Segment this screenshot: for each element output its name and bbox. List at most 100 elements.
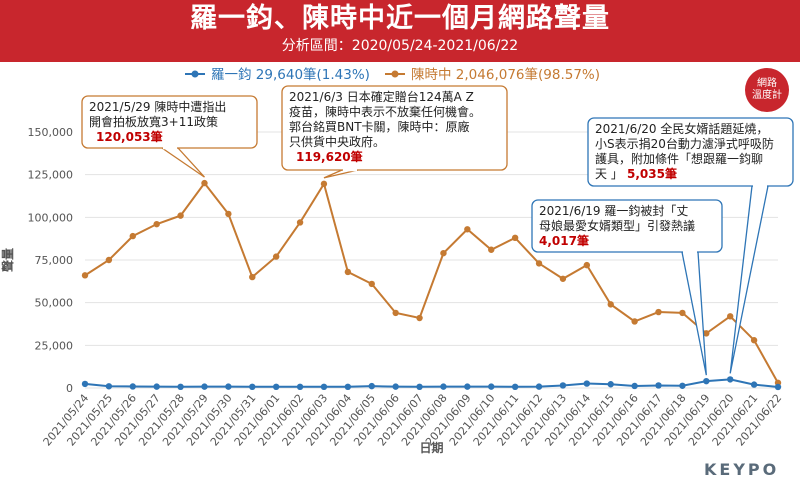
y-tick-label: 100,000 bbox=[28, 211, 74, 224]
chart-title: 羅一鈞、陳時中近一個月網路聲量 bbox=[190, 3, 610, 34]
callout-text: 2021/5/29 陳時中遭指出 bbox=[89, 99, 226, 114]
data-point bbox=[511, 234, 519, 242]
data-point bbox=[655, 382, 662, 389]
data-point bbox=[368, 382, 375, 390]
data-point bbox=[774, 383, 782, 391]
legend-entry: 羅一鈞 29,640筆(1.43%) bbox=[211, 67, 370, 83]
callout-text: 開會拍板放寬3+11政策 bbox=[89, 114, 218, 129]
x-axis-title: 日期 bbox=[419, 440, 443, 455]
data-point bbox=[129, 383, 136, 390]
callout-text: 母娘最愛女婿類型」引發熱議 bbox=[539, 218, 695, 233]
data-point bbox=[464, 226, 471, 233]
data-point bbox=[320, 383, 328, 391]
y-axis-title: 聲量 bbox=[0, 248, 15, 272]
data-point bbox=[583, 261, 591, 269]
callout-text: 郭台銘買BNT卡關，陳時中：原廠 bbox=[289, 119, 470, 134]
legend-marker bbox=[191, 70, 199, 78]
data-point bbox=[153, 383, 160, 390]
callout-pointer bbox=[681, 251, 707, 376]
data-point bbox=[440, 249, 447, 257]
callout-box bbox=[587, 117, 794, 187]
callout-box bbox=[531, 199, 723, 253]
data-point bbox=[225, 383, 232, 390]
y-tick-label: 0 bbox=[66, 382, 73, 395]
data-point bbox=[655, 308, 662, 316]
data-point bbox=[153, 220, 160, 228]
data-point bbox=[511, 383, 519, 391]
data-point bbox=[631, 318, 638, 325]
data-point bbox=[727, 313, 734, 320]
callout-box bbox=[281, 85, 508, 171]
data-point bbox=[750, 337, 758, 344]
data-point bbox=[703, 330, 710, 337]
data-point bbox=[105, 383, 113, 390]
data-point bbox=[177, 212, 184, 219]
data-point bbox=[344, 383, 352, 391]
callout-text: 2021/6/19 羅一鈞被封「丈 bbox=[539, 203, 688, 218]
callout-text: 疫苗，陳時中表示不放棄任何機會。 bbox=[289, 104, 481, 119]
data-point bbox=[392, 309, 399, 317]
series-line bbox=[84, 181, 779, 384]
data-point bbox=[225, 210, 232, 218]
data-point bbox=[535, 260, 543, 267]
y-tick-label: 25,000 bbox=[35, 339, 74, 352]
data-point bbox=[296, 219, 304, 226]
data-point bbox=[727, 376, 734, 383]
data-point bbox=[201, 383, 208, 390]
data-point bbox=[81, 380, 89, 388]
callout-value: 120,053筆 bbox=[96, 129, 163, 144]
callout-text: 2021/6/3 日本確定贈台124萬A Z bbox=[289, 89, 474, 104]
data-point bbox=[631, 382, 638, 390]
data-point bbox=[320, 180, 328, 188]
y-tick-label: 125,000 bbox=[28, 169, 74, 182]
data-point bbox=[392, 383, 399, 390]
callout-text: 小S表示捐20台動力濾淨式呼吸防 bbox=[595, 136, 774, 151]
data-point bbox=[272, 253, 280, 260]
chart-header: 羅一鈞、陳時中近一個月網路聲量 分析區間：2020/05/24-2021/06/… bbox=[0, 0, 800, 62]
data-point bbox=[416, 314, 423, 322]
callout-text: 2021/6/20 全民女婿話題延燒， bbox=[595, 121, 768, 136]
data-point bbox=[416, 383, 423, 391]
thermometer-logo: 網路 溫度計 bbox=[745, 68, 789, 112]
callout-value: 5,035筆 bbox=[627, 166, 677, 181]
data-point bbox=[296, 383, 304, 391]
data-point bbox=[249, 383, 256, 391]
data-point bbox=[559, 275, 567, 282]
data-point bbox=[750, 381, 758, 388]
data-point bbox=[464, 383, 471, 390]
keypo-brand: KEYPO bbox=[704, 460, 780, 479]
callout-text: 護具，附加條件「想跟羅一鈞聊 bbox=[595, 151, 763, 166]
data-point bbox=[679, 382, 686, 389]
data-point bbox=[607, 381, 614, 388]
logo-line-1: 網路 bbox=[757, 78, 777, 89]
callout-value: 4,017筆 bbox=[539, 233, 589, 248]
y-tick-label: 50,000 bbox=[35, 297, 74, 310]
callout-text: 天 」 bbox=[595, 167, 623, 181]
y-tick-label: 75,000 bbox=[35, 254, 74, 267]
data-point bbox=[177, 383, 184, 391]
data-point bbox=[679, 309, 686, 317]
data-point bbox=[440, 383, 447, 390]
series-line bbox=[84, 378, 779, 388]
data-point bbox=[344, 268, 352, 276]
callout-pointer bbox=[159, 147, 205, 178]
data-point bbox=[81, 272, 89, 279]
legend-entry: 陳時中 2,046,076筆(98.57%) bbox=[411, 67, 600, 83]
callout-value: 119,620筆 bbox=[296, 149, 363, 164]
y-tick-label: 150,000 bbox=[28, 126, 74, 139]
chart-subtitle: 分析區間：2020/05/24-2021/06/22 bbox=[281, 38, 519, 54]
data-point bbox=[607, 301, 614, 308]
data-point bbox=[368, 280, 375, 288]
callout-text: 只供貨中央政府。 bbox=[289, 134, 385, 149]
legend-marker bbox=[391, 70, 399, 78]
data-point bbox=[105, 256, 113, 264]
data-point bbox=[249, 273, 256, 281]
data-point bbox=[535, 383, 543, 390]
data-point bbox=[488, 383, 495, 390]
data-point bbox=[559, 382, 567, 389]
data-point bbox=[703, 377, 710, 385]
data-point bbox=[583, 380, 591, 387]
data-point bbox=[201, 179, 208, 187]
data-point bbox=[488, 246, 495, 253]
